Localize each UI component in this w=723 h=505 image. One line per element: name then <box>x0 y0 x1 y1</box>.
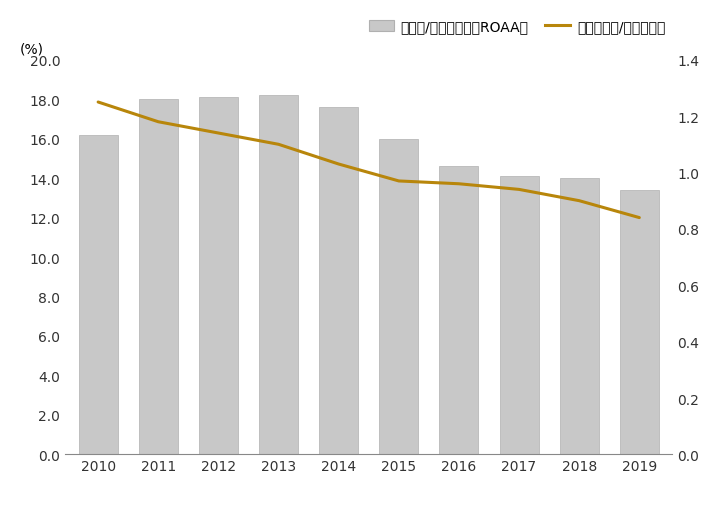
Bar <box>620 190 659 454</box>
Bar <box>139 100 178 454</box>
Bar <box>319 108 358 454</box>
Bar <box>560 179 599 454</box>
Text: (%): (%) <box>20 43 43 57</box>
Bar <box>500 177 539 454</box>
Bar <box>79 135 118 454</box>
Legend: 净利润/平均总资产（ROAA）, 平均总资产/平均净资产: 净利润/平均总资产（ROAA）, 平均总资产/平均净资产 <box>369 20 665 34</box>
Bar <box>380 139 419 454</box>
Bar <box>259 96 298 454</box>
Bar <box>199 98 238 454</box>
Bar <box>440 167 479 454</box>
